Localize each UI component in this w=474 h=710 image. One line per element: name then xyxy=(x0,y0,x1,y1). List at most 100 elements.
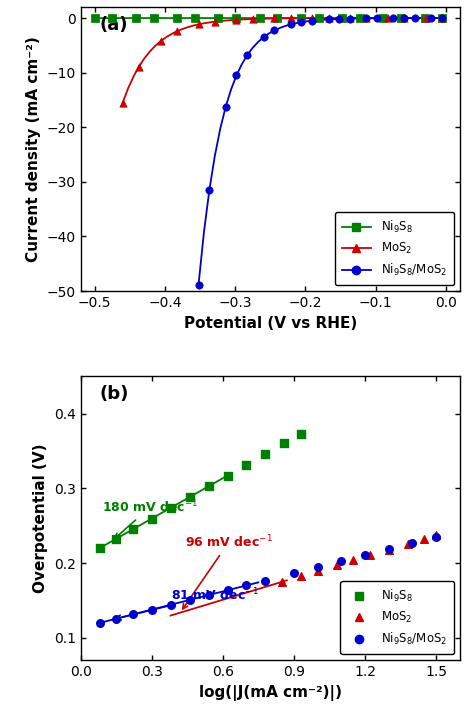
Point xyxy=(262,575,269,586)
Point xyxy=(260,31,267,43)
Text: (b): (b) xyxy=(100,385,129,403)
Text: (a): (a) xyxy=(100,16,128,34)
Point xyxy=(380,12,387,23)
Point xyxy=(96,542,103,554)
Point xyxy=(422,12,430,23)
Point xyxy=(438,12,446,23)
Point xyxy=(420,533,428,545)
Point xyxy=(432,531,440,542)
Point xyxy=(186,491,193,503)
Point xyxy=(374,13,381,24)
Legend: Ni$_9$S$_8$, MoS$_2$, Ni$_9$S$_8$/MoS$_2$: Ni$_9$S$_8$, MoS$_2$, Ni$_9$S$_8$/MoS$_2… xyxy=(340,581,454,655)
Point xyxy=(298,16,305,28)
X-axis label: Potential (V vs RHE): Potential (V vs RHE) xyxy=(183,315,357,331)
Point xyxy=(186,594,193,606)
Point xyxy=(314,562,321,573)
Point xyxy=(337,555,345,567)
Point xyxy=(243,459,250,471)
Point xyxy=(135,61,143,72)
Point xyxy=(333,559,340,571)
Point xyxy=(129,608,137,620)
X-axis label: log(|J(mA cm⁻²)|): log(|J(mA cm⁻²)|) xyxy=(199,684,342,701)
Point xyxy=(363,13,370,24)
Point xyxy=(349,555,357,566)
Point xyxy=(356,12,364,23)
Point xyxy=(249,13,256,25)
Point xyxy=(297,428,305,439)
Text: 96 mV dec$^{-1}$: 96 mV dec$^{-1}$ xyxy=(183,534,273,609)
Point xyxy=(224,584,231,596)
Point xyxy=(271,13,278,24)
Point xyxy=(278,576,286,587)
Point xyxy=(346,12,354,23)
Point xyxy=(206,185,213,196)
Point xyxy=(397,12,405,23)
Point xyxy=(309,13,316,24)
Point xyxy=(96,617,103,628)
Point xyxy=(385,544,392,555)
Point xyxy=(215,12,222,23)
Point xyxy=(233,14,240,26)
Point xyxy=(132,12,140,23)
Point xyxy=(129,524,137,535)
Legend: Ni$_9$S$_8$, MoS$_2$, Ni$_9$S$_8$/MoS$_2$: Ni$_9$S$_8$, MoS$_2$, Ni$_9$S$_8$/MoS$_2… xyxy=(335,212,454,285)
Point xyxy=(91,12,99,23)
Point xyxy=(361,550,369,561)
Point xyxy=(421,12,428,23)
Point xyxy=(173,12,181,23)
Point xyxy=(438,12,446,23)
Point xyxy=(401,12,408,23)
Point xyxy=(409,537,416,549)
Point xyxy=(205,589,212,601)
Point xyxy=(325,12,332,23)
Point xyxy=(109,12,116,23)
Point xyxy=(211,16,219,28)
Point xyxy=(167,599,174,611)
Point xyxy=(119,97,127,108)
Point xyxy=(244,50,251,61)
Point xyxy=(287,18,294,30)
Y-axis label: Current density (mA cm⁻²): Current density (mA cm⁻²) xyxy=(26,36,41,262)
Point xyxy=(385,543,392,555)
Point xyxy=(384,12,392,23)
Point xyxy=(271,25,278,36)
Point xyxy=(287,13,294,24)
Point xyxy=(438,12,446,23)
Point xyxy=(315,12,322,23)
Point xyxy=(148,513,155,524)
Point xyxy=(148,604,155,616)
Point xyxy=(290,567,298,579)
Point xyxy=(346,13,354,24)
Point xyxy=(338,12,346,23)
Point xyxy=(233,70,240,81)
Point xyxy=(428,12,435,23)
Point xyxy=(262,448,269,459)
Point xyxy=(232,12,240,23)
Point xyxy=(173,26,181,37)
Point xyxy=(366,550,374,561)
Point xyxy=(191,12,199,23)
Point xyxy=(112,533,120,545)
Text: 81 mV dec$^{-1}$: 81 mV dec$^{-1}$ xyxy=(116,586,258,620)
Text: 180 mV dec$^{-1}$: 180 mV dec$^{-1}$ xyxy=(102,499,199,538)
Point xyxy=(243,580,250,591)
Point xyxy=(325,13,332,25)
Point xyxy=(401,12,408,23)
Point xyxy=(150,12,157,23)
Point xyxy=(390,13,397,24)
Point xyxy=(222,102,229,113)
Point xyxy=(167,502,174,513)
Point xyxy=(314,565,321,577)
Point xyxy=(112,613,120,624)
Point xyxy=(224,470,231,481)
Point xyxy=(404,538,411,550)
Point xyxy=(363,12,370,23)
Point xyxy=(281,437,288,449)
Point xyxy=(432,530,440,541)
Point xyxy=(205,481,212,492)
Point xyxy=(195,18,202,30)
Point xyxy=(297,570,305,581)
Point xyxy=(336,13,343,25)
Point xyxy=(411,12,419,23)
Point xyxy=(157,36,164,47)
